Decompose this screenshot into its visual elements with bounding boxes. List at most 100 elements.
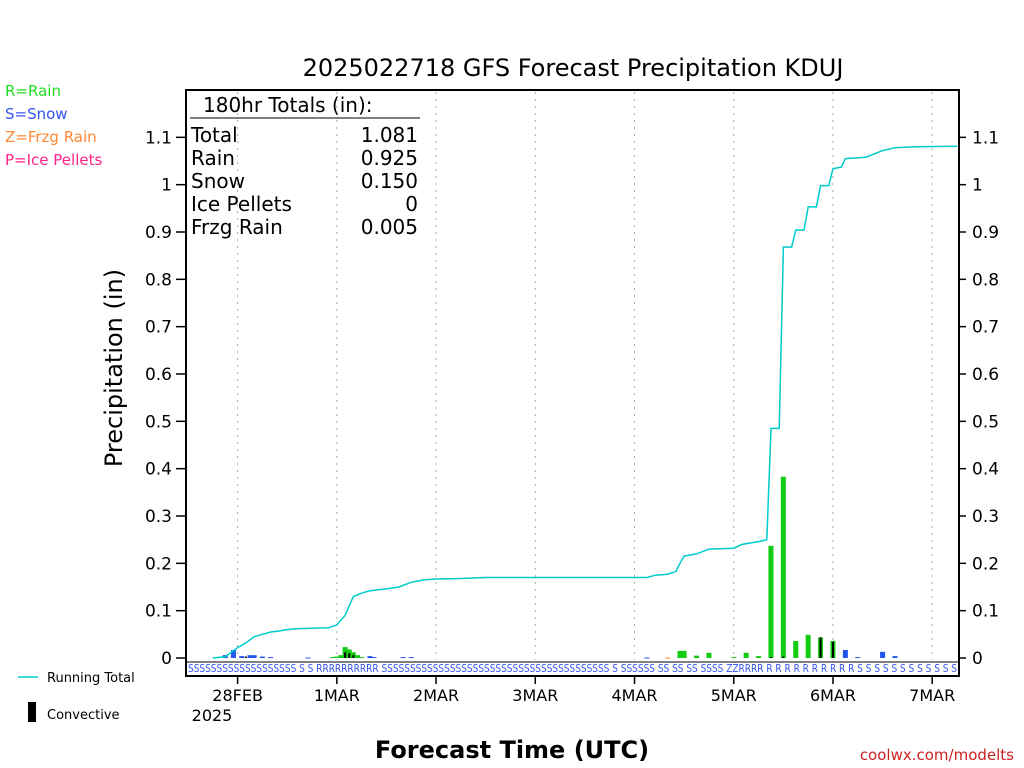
plot-frame — [185, 89, 960, 677]
x-tick-label: 1MAR — [314, 686, 360, 705]
totals-row-value: 0 — [405, 192, 418, 216]
precip-bar — [371, 657, 377, 659]
type-legend-item: P=Ice Pellets — [5, 151, 102, 169]
precip-bar — [408, 657, 414, 659]
y-tick-label-left: 1 — [161, 176, 172, 196]
precip-type-strip: SSSSSSSSSSSSSSSSSSS S S RRRRRRRRRR SSSSS… — [188, 662, 957, 675]
convective-bar — [782, 656, 785, 658]
convective-bar — [352, 655, 355, 658]
totals-row-value: 1.081 — [361, 123, 418, 147]
precip-bar — [355, 655, 361, 658]
x-tick-label: 3MAR — [512, 686, 558, 705]
precip-bar — [677, 650, 683, 658]
y-tick-label-left: 0.2 — [145, 554, 172, 574]
precip-type-legend: R=Rain S=Snow Z=Frzg Rain P=Ice Pellets — [5, 82, 102, 169]
precip-bar — [251, 655, 257, 658]
x-tick-label: 6MAR — [810, 686, 856, 705]
y-tick-label-left: 0 — [161, 649, 172, 669]
y-tick-label-right: 1 — [972, 176, 983, 196]
y-tick-label-left: 0.4 — [145, 460, 172, 480]
y-tick-label-right: 0.2 — [972, 554, 999, 574]
precip-bar — [359, 657, 365, 659]
totals-row-label: Snow — [191, 169, 245, 193]
x-tick-label: 4MAR — [611, 686, 657, 705]
y-axis-left: 0 0.1 0.2 0.3 0.4 0.5 0.6 0.7 0.8 0.9 1 1.1 — [145, 128, 186, 669]
totals-row-value: 0.925 — [361, 146, 418, 170]
chart-title: 2025022718 GFS Forecast Precipitation KD… — [303, 54, 844, 82]
y-axis-title: Precipitation (in) — [100, 269, 128, 467]
precip-bar — [805, 634, 811, 658]
precip-bar — [756, 656, 762, 658]
precip-bar — [706, 652, 712, 658]
x-tick-label: 28FEB — [212, 686, 263, 705]
precip-bar — [305, 657, 311, 659]
precip-bar — [644, 657, 650, 659]
y-tick-label-right: 0.6 — [972, 365, 999, 385]
y-tick-label-left: 0.7 — [145, 318, 172, 338]
precip-bar — [780, 476, 786, 658]
precip-bars — [222, 476, 898, 659]
x-axis-year-label: 2025 — [192, 706, 233, 725]
totals-row-label: Frzg Rain — [191, 215, 283, 239]
convective-bar — [819, 637, 822, 658]
y-tick-label-right: 0.3 — [972, 507, 999, 527]
y-tick-label-right: 0 — [972, 649, 983, 669]
precip-bar — [743, 652, 749, 658]
precip-bar — [665, 657, 671, 659]
precip-bar — [855, 657, 861, 659]
y-tick-label-right: 0.5 — [972, 412, 999, 432]
precip-bar — [694, 655, 700, 658]
convective-bar — [344, 652, 347, 658]
y-axis-right: 0 0.1 0.2 0.3 0.4 0.5 0.6 0.7 0.8 0.9 1 1.1 — [959, 128, 999, 669]
x-tick-label: 5MAR — [711, 686, 757, 705]
y-tick-label-left: 0.9 — [145, 223, 172, 243]
y-tick-label-left: 0.5 — [145, 412, 172, 432]
x-tick-label: 7MAR — [909, 686, 955, 705]
y-tick-label-left: 1.1 — [145, 128, 172, 148]
x-axis: 28FEB 1MAR 2MAR 3MAR 4MAR 5MAR 6MAR 7MAR — [212, 676, 955, 705]
precip-bar — [239, 656, 245, 658]
convective-bar — [769, 657, 772, 659]
running-total-legend-label: Running Total — [47, 671, 135, 686]
precip-bar — [334, 656, 340, 658]
totals-header: 180hr Totals (in): — [203, 93, 373, 117]
precip-bar — [330, 657, 336, 659]
x-gridlines — [237, 92, 933, 660]
convective-legend-swatch — [28, 702, 36, 722]
precip-bar — [768, 545, 774, 658]
precip-bar — [259, 656, 265, 658]
series-legend: Running Total Convective — [18, 671, 135, 723]
y-tick-label-right: 0.4 — [972, 460, 999, 480]
totals-row-label: Ice Pellets — [191, 192, 292, 216]
totals-row-label: Rain — [191, 146, 235, 170]
precip-bar — [793, 640, 799, 658]
convective-bar — [244, 656, 247, 658]
precip-bar — [247, 655, 253, 658]
x-axis-title: Forecast Time (UTC) — [375, 736, 649, 764]
y-tick-label-right: 0.7 — [972, 318, 999, 338]
y-tick-label-right: 0.8 — [972, 270, 999, 290]
convective-bar — [348, 653, 351, 658]
totals-row-value: 0.150 — [361, 169, 418, 193]
y-tick-label-left: 0.1 — [145, 602, 172, 622]
precip-bar — [892, 656, 898, 658]
precip-bar — [842, 649, 848, 658]
precip-bar — [268, 657, 274, 659]
convective-bars — [244, 637, 834, 659]
totals-row-label: Total — [190, 123, 238, 147]
totals-box: 180hr Totals (in): Total 1.081 Rain 0.925 Sn… — [190, 93, 420, 239]
precip-bar — [731, 657, 737, 659]
y-tick-label-left: 0.8 — [145, 270, 172, 290]
type-legend-item: Z=Frzg Rain — [5, 128, 97, 146]
totals-row-value: 0.005 — [361, 215, 418, 239]
type-legend-item: S=Snow — [5, 105, 68, 123]
y-tick-label-left: 0.3 — [145, 507, 172, 527]
convective-legend-label: Convective — [47, 708, 120, 723]
precip-bar — [681, 650, 687, 658]
precip-bar — [338, 655, 344, 658]
y-tick-label-right: 1.1 — [972, 128, 999, 148]
precip-bar — [230, 649, 236, 658]
precip-bar — [400, 657, 406, 659]
footer-credit: coolwx.com/modelts — [860, 746, 1014, 764]
